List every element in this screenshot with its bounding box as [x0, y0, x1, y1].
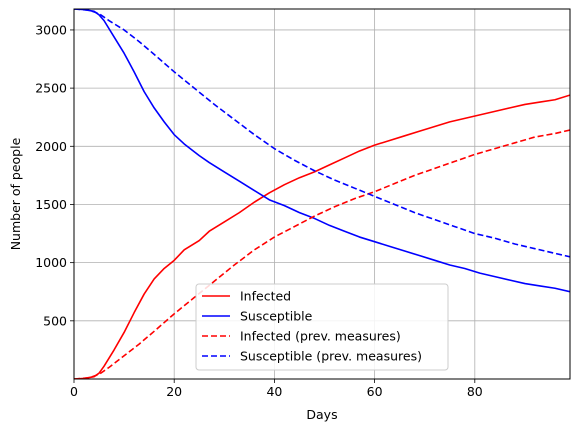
x-tick-label: 20 [166, 384, 182, 399]
series-line-infected [74, 94, 570, 379]
legend-label: Susceptible (prev. measures) [240, 349, 422, 364]
y-tick-label: 2000 [35, 139, 67, 154]
y-tick-label: 3000 [35, 22, 67, 37]
legend-label: Infected [240, 289, 291, 304]
ticks: 0 20 40 60 80 500 1000 1500 2000 2500 3000 [35, 22, 483, 399]
x-axis-title: Days [306, 407, 337, 422]
x-tick-label: 80 [467, 384, 483, 399]
y-tick-label: 1500 [35, 197, 67, 212]
x-tick-label: 0 [70, 384, 78, 399]
y-tick-label: 2500 [35, 81, 67, 96]
x-tick-label: 40 [266, 384, 282, 399]
series-line-susceptible [74, 9, 570, 293]
y-tick-label: 1000 [35, 255, 67, 270]
grid [73, 9, 570, 379]
series-line-infected-prev-measures [74, 129, 570, 379]
legend-label: Infected (prev. measures) [240, 329, 401, 344]
series-line-susceptible-prev-measures [74, 9, 570, 258]
legend: Infected Susceptible Infected (prev. measu… [195, 283, 449, 371]
legend-label: Susceptible [240, 309, 313, 324]
series-layer [74, 9, 570, 379]
legend-box [195, 283, 449, 371]
plot-frame [73, 8, 571, 380]
x-tick-label: 60 [367, 384, 383, 399]
y-tick-label: 500 [43, 313, 67, 328]
y-axis-title: Number of people [8, 137, 23, 250]
